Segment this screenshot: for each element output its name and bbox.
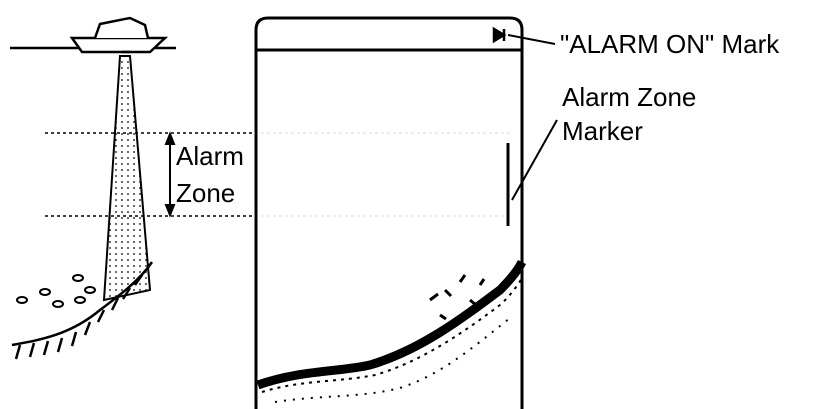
alarm-zone-label: Alarm (176, 141, 244, 171)
alarm-zone-marker-label: Alarm Zone (562, 82, 696, 112)
fish (16, 274, 96, 308)
alarm-zone-label: Zone (176, 178, 235, 208)
boat (10, 16, 176, 54)
leader-lines (507, 34, 558, 201)
sonar-beam (102, 55, 152, 302)
alarm-on-label: "ALARM ON" Mark (560, 29, 780, 59)
bottom-echo (256, 259, 527, 403)
alarm-zone-marker-label: Marker (562, 116, 643, 146)
alarm-zone-bracket (164, 131, 176, 218)
seabed (11, 261, 154, 360)
alarm-on-mark (492, 26, 507, 44)
display (254, 16, 524, 409)
